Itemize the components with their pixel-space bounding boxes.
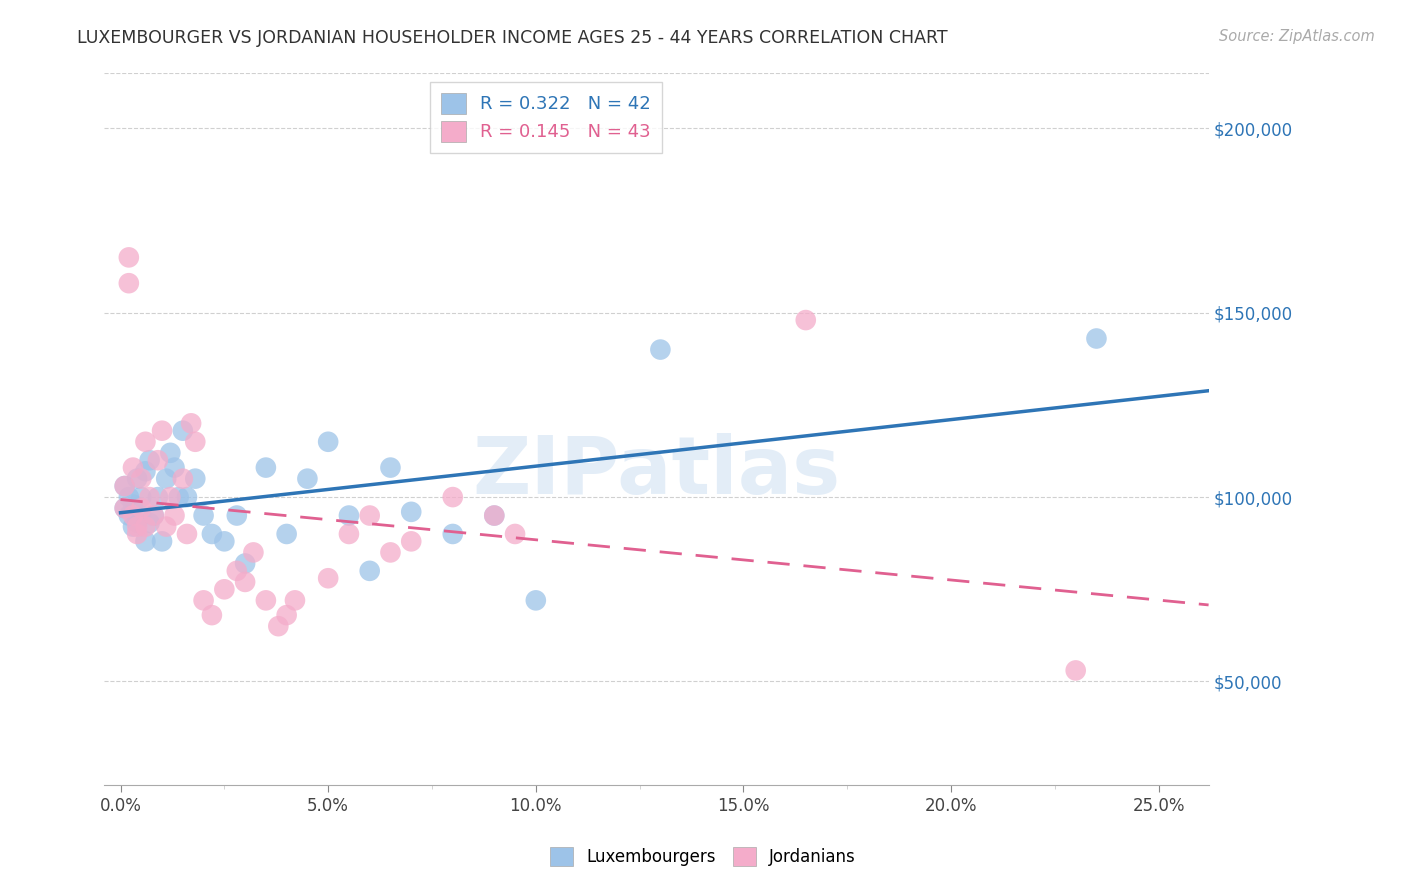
Text: LUXEMBOURGER VS JORDANIAN HOUSEHOLDER INCOME AGES 25 - 44 YEARS CORRELATION CHAR: LUXEMBOURGER VS JORDANIAN HOUSEHOLDER IN… bbox=[77, 29, 948, 46]
Point bbox=[359, 564, 381, 578]
Point bbox=[193, 508, 215, 523]
Point bbox=[184, 472, 207, 486]
Point bbox=[441, 490, 464, 504]
Point bbox=[122, 519, 145, 533]
Point bbox=[138, 490, 160, 504]
Point bbox=[193, 593, 215, 607]
Point bbox=[146, 453, 169, 467]
Point bbox=[118, 276, 141, 290]
Point bbox=[127, 516, 149, 530]
Point bbox=[225, 508, 247, 523]
Point bbox=[1064, 664, 1087, 678]
Point bbox=[503, 527, 526, 541]
Point bbox=[233, 557, 256, 571]
Point bbox=[242, 545, 264, 559]
Point bbox=[138, 453, 160, 467]
Point bbox=[114, 479, 136, 493]
Text: Source: ZipAtlas.com: Source: ZipAtlas.com bbox=[1219, 29, 1375, 44]
Point bbox=[134, 464, 156, 478]
Point bbox=[1085, 331, 1108, 345]
Point bbox=[142, 508, 165, 523]
Point bbox=[155, 519, 177, 533]
Point bbox=[114, 501, 136, 516]
Point bbox=[337, 527, 360, 541]
Point bbox=[155, 472, 177, 486]
Point bbox=[127, 527, 149, 541]
Point bbox=[214, 582, 236, 597]
Point bbox=[650, 343, 672, 357]
Point bbox=[127, 472, 149, 486]
Point bbox=[122, 498, 145, 512]
Point bbox=[297, 472, 319, 486]
Point bbox=[163, 508, 186, 523]
Point bbox=[134, 434, 156, 449]
Point bbox=[484, 508, 506, 523]
Point bbox=[201, 608, 224, 623]
Point bbox=[167, 490, 190, 504]
Point bbox=[201, 527, 224, 541]
Point bbox=[316, 571, 339, 585]
Point bbox=[172, 472, 194, 486]
Point bbox=[134, 519, 156, 533]
Point bbox=[176, 527, 198, 541]
Legend: Luxembourgers, Jordanians: Luxembourgers, Jordanians bbox=[543, 840, 863, 873]
Point bbox=[254, 593, 277, 607]
Legend: R = 0.322   N = 42, R = 0.145   N = 43: R = 0.322 N = 42, R = 0.145 N = 43 bbox=[430, 82, 662, 153]
Point bbox=[122, 460, 145, 475]
Point bbox=[337, 508, 360, 523]
Point bbox=[118, 508, 141, 523]
Point bbox=[184, 434, 207, 449]
Point bbox=[359, 508, 381, 523]
Point bbox=[159, 490, 181, 504]
Point bbox=[118, 251, 141, 265]
Point bbox=[276, 527, 298, 541]
Point bbox=[267, 619, 290, 633]
Text: ZIPatlas: ZIPatlas bbox=[472, 433, 841, 510]
Point bbox=[122, 508, 145, 523]
Point bbox=[399, 505, 422, 519]
Point bbox=[150, 534, 173, 549]
Point bbox=[172, 424, 194, 438]
Point bbox=[484, 508, 506, 523]
Point bbox=[441, 527, 464, 541]
Point bbox=[150, 424, 173, 438]
Point bbox=[176, 490, 198, 504]
Point bbox=[254, 460, 277, 475]
Point bbox=[794, 313, 817, 327]
Point bbox=[276, 608, 298, 623]
Point bbox=[159, 446, 181, 460]
Point bbox=[142, 508, 165, 523]
Point bbox=[146, 490, 169, 504]
Point bbox=[284, 593, 307, 607]
Point bbox=[380, 460, 402, 475]
Point bbox=[129, 501, 152, 516]
Point bbox=[163, 460, 186, 475]
Point bbox=[399, 534, 422, 549]
Point bbox=[233, 574, 256, 589]
Point bbox=[316, 434, 339, 449]
Point bbox=[380, 545, 402, 559]
Point bbox=[138, 516, 160, 530]
Point bbox=[214, 534, 236, 549]
Point bbox=[114, 479, 136, 493]
Point bbox=[524, 593, 547, 607]
Point bbox=[118, 490, 141, 504]
Point bbox=[129, 490, 152, 504]
Point bbox=[114, 501, 136, 516]
Point bbox=[129, 472, 152, 486]
Point bbox=[134, 534, 156, 549]
Point bbox=[129, 508, 152, 523]
Point bbox=[180, 417, 202, 431]
Point bbox=[127, 519, 149, 533]
Point bbox=[225, 564, 247, 578]
